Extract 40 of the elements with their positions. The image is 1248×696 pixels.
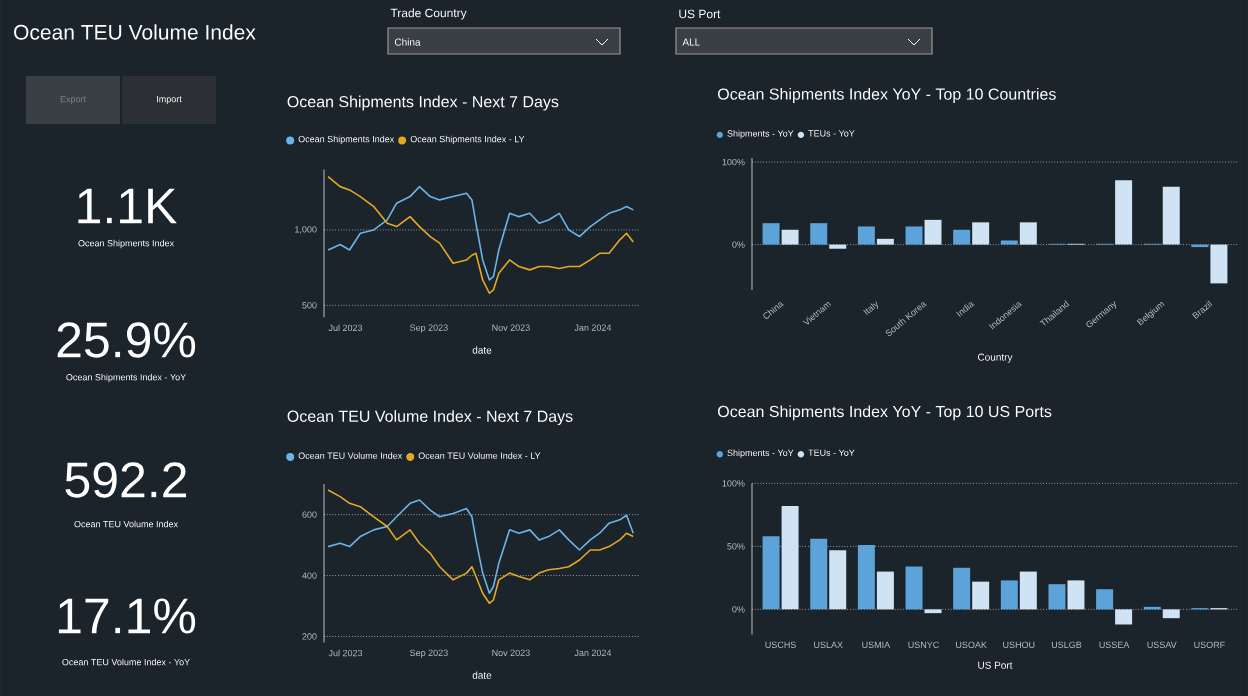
text: Ocean TEU Volume Index <box>14 24 256 40</box>
bar <box>876 571 894 610</box>
bar <box>781 506 799 610</box>
bar <box>924 219 942 245</box>
bar <box>972 222 990 245</box>
bar <box>1019 571 1037 610</box>
bar <box>829 550 847 610</box>
bar <box>762 536 780 610</box>
bar <box>781 229 799 245</box>
bar <box>1019 222 1037 245</box>
bar <box>1096 589 1114 610</box>
bar <box>810 538 828 610</box>
text: 25.9% <box>57 322 196 358</box>
chart-title: Ocean TEU Volume Index - Next 7 Days <box>287 410 573 426</box>
text: 17.1% <box>58 598 196 634</box>
text: 1.1K <box>78 188 177 224</box>
bar <box>810 223 828 245</box>
bar <box>1115 609 1133 625</box>
bar <box>1162 609 1180 619</box>
bar <box>1067 580 1085 610</box>
bar <box>857 545 875 610</box>
bar <box>905 566 923 610</box>
bar <box>1048 584 1066 610</box>
bar <box>953 229 971 245</box>
bar <box>953 567 971 610</box>
chart-title: Ocean Shipments Index - Next 7 Days <box>287 95 559 111</box>
bar <box>857 226 875 245</box>
line-series <box>327 175 635 295</box>
chart-title: Ocean Shipments Index YoY - Top 10 US Ports <box>718 405 1052 421</box>
bar <box>1210 244 1228 284</box>
bar <box>1115 180 1133 245</box>
bar <box>905 226 923 245</box>
bar <box>1000 580 1018 610</box>
chart-title: Ocean Shipments Index YoY - Top 10 Countries <box>718 88 1056 103</box>
bar <box>762 223 780 245</box>
text: 592.2 <box>65 462 187 498</box>
bar <box>972 581 990 610</box>
line-series <box>327 185 635 281</box>
bar <box>1162 186 1180 245</box>
bar <box>876 238 894 245</box>
